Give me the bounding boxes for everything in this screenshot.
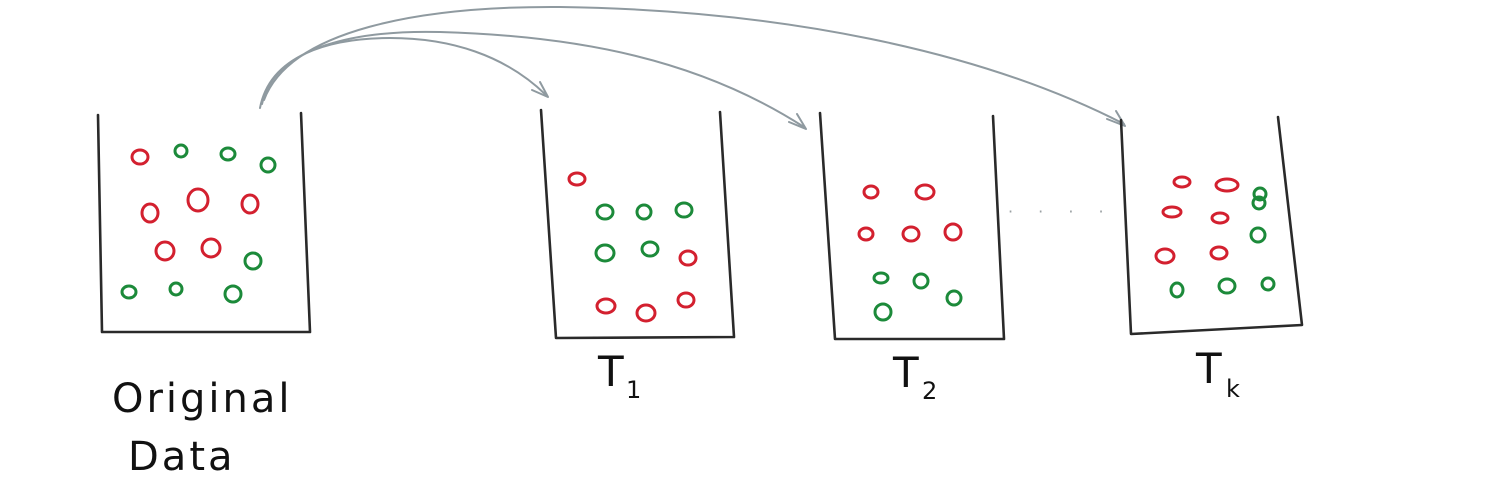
sample-t2-label: T 2 bbox=[892, 348, 937, 405]
green-ball bbox=[1260, 276, 1276, 292]
red-ball bbox=[595, 297, 617, 315]
sample-tk-label-main: T bbox=[1195, 344, 1222, 393]
green-ball bbox=[945, 289, 963, 307]
red-ball bbox=[1210, 211, 1230, 225]
red-ball bbox=[901, 225, 921, 243]
green-ball bbox=[1217, 277, 1237, 295]
sample-tk-bucket bbox=[1119, 115, 1304, 336]
green-ball bbox=[1251, 195, 1267, 211]
green-ball bbox=[1169, 281, 1185, 299]
green-ball bbox=[595, 203, 615, 221]
arrow-to-t1-head bbox=[531, 81, 549, 98]
sample-t2-label-main: T bbox=[892, 348, 919, 397]
red-ball bbox=[635, 303, 657, 323]
original-data-bucket bbox=[96, 111, 312, 334]
green-ball bbox=[219, 146, 237, 162]
sampling-arrows bbox=[259, 5, 1126, 130]
red-ball bbox=[857, 226, 875, 242]
green-ball bbox=[594, 243, 616, 263]
arrow-to-tk bbox=[263, 5, 1125, 125]
sample-t2-label-sub: 2 bbox=[922, 377, 937, 405]
red-ball bbox=[140, 202, 160, 224]
green-ball bbox=[912, 272, 930, 290]
sample-tk-balls bbox=[1154, 175, 1276, 299]
red-ball bbox=[914, 183, 936, 201]
green-ball bbox=[1249, 226, 1267, 244]
red-ball bbox=[200, 237, 222, 259]
green-ball bbox=[872, 271, 890, 285]
red-ball bbox=[862, 184, 880, 200]
red-ball bbox=[154, 240, 176, 262]
red-ball bbox=[1172, 175, 1192, 189]
original-data-balls bbox=[120, 143, 277, 304]
green-ball bbox=[640, 240, 660, 258]
original-data-label-line2: Data bbox=[128, 434, 236, 480]
red-ball bbox=[186, 187, 210, 213]
red-ball bbox=[1154, 247, 1176, 265]
arrow-to-t2 bbox=[261, 30, 805, 128]
sample-t2-bucket bbox=[818, 111, 1006, 341]
green-ball bbox=[120, 284, 138, 300]
red-ball bbox=[1161, 205, 1183, 219]
sample-t1-balls bbox=[567, 171, 698, 323]
red-ball bbox=[240, 193, 260, 215]
green-ball bbox=[1252, 186, 1268, 202]
green-ball bbox=[223, 284, 243, 304]
sample-t1-bucket bbox=[539, 108, 736, 340]
sample-tk-label-sub: k bbox=[1226, 375, 1240, 403]
red-ball bbox=[130, 148, 150, 166]
red-ball bbox=[1209, 245, 1229, 261]
ellipsis-dots: · · · · bbox=[1008, 202, 1114, 221]
sample-tk-label: T k bbox=[1195, 344, 1240, 403]
green-ball bbox=[635, 203, 653, 221]
arrow-to-t1 bbox=[259, 36, 547, 109]
red-ball bbox=[943, 222, 963, 242]
arrow-to-tk-head bbox=[1106, 110, 1126, 127]
sample-t1-label: T 1 bbox=[597, 347, 641, 404]
red-ball bbox=[567, 171, 587, 187]
green-ball bbox=[173, 143, 189, 159]
green-ball bbox=[168, 281, 184, 297]
sample-t2-balls bbox=[857, 183, 963, 322]
sample-t1-label-sub: 1 bbox=[626, 376, 641, 404]
green-ball bbox=[674, 201, 694, 219]
red-ball bbox=[678, 249, 698, 267]
sample-t1-label-main: T bbox=[597, 347, 624, 396]
original-data-label-line1: Original bbox=[112, 376, 293, 422]
green-ball bbox=[243, 251, 263, 271]
green-ball bbox=[259, 156, 277, 174]
green-ball bbox=[873, 302, 893, 322]
red-ball bbox=[1214, 177, 1240, 193]
arrow-to-t2-head bbox=[788, 113, 807, 130]
red-ball bbox=[676, 291, 696, 309]
